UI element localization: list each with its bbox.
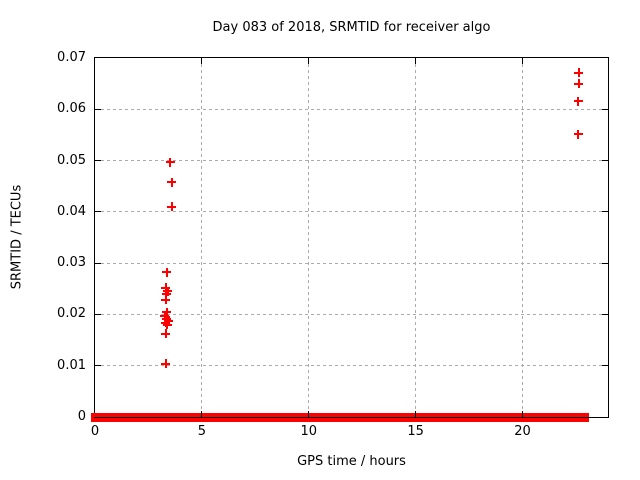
x-gridline	[308, 58, 310, 417]
y-tick-right	[602, 160, 608, 162]
y-tick-label: 0.02	[57, 306, 86, 322]
y-axis-label: SRMTID / TECUs	[9, 184, 25, 290]
data-point-marker	[161, 359, 171, 369]
x-tick-label: 0	[90, 424, 100, 439]
data-point-marker	[574, 68, 584, 78]
x-tick-label: 15	[407, 424, 424, 439]
data-point-marker	[574, 79, 584, 89]
y-tick-right	[602, 262, 608, 264]
x-axis-label: GPS time / hours	[297, 454, 406, 469]
y-tick-label: 0.06	[57, 101, 86, 117]
y-tick-right	[602, 365, 608, 367]
data-point-marker	[161, 283, 171, 293]
data-point-marker	[161, 329, 171, 339]
chart-title: Day 083 of 2018, SRMTID for receiver alg…	[212, 20, 491, 35]
y-gridline	[95, 313, 608, 315]
y-tick-left	[95, 108, 101, 110]
data-point-marker	[161, 289, 171, 299]
y-tick-left	[95, 211, 101, 213]
data-point-marker	[161, 295, 171, 305]
y-gridline	[95, 108, 608, 110]
data-point-marker	[162, 267, 172, 277]
y-tick-left	[95, 160, 101, 162]
y-gridline	[95, 211, 608, 213]
y-tick-label: 0.01	[57, 357, 86, 373]
y-tick-right	[602, 211, 608, 213]
y-tick-label: 0.05	[57, 152, 86, 168]
tick-mark-layer	[95, 58, 608, 417]
data-point-marker	[573, 129, 583, 139]
y-tick-left	[95, 262, 101, 264]
data-point-marker	[573, 96, 583, 106]
x-tick-top	[201, 58, 203, 64]
x-tick-label: 10	[300, 424, 318, 439]
x-tick-top	[308, 58, 310, 64]
x-tick-bottom	[415, 411, 417, 417]
y-tick-label: 0.03	[57, 255, 86, 271]
y-tick-left	[95, 365, 101, 367]
x-tick-top	[415, 58, 417, 64]
x-tick-label: 20	[514, 424, 531, 439]
plot-area	[90, 57, 609, 422]
data-point-marker	[162, 320, 172, 330]
data-point-marker	[160, 311, 170, 321]
data-point-marker	[163, 286, 173, 296]
x-gridline	[201, 58, 203, 417]
y-tick-label: 0	[77, 409, 86, 424]
grid-layer	[95, 58, 608, 417]
y-gridline	[95, 365, 608, 367]
y-tick-label: 0.04	[57, 203, 86, 219]
x-tick-top	[522, 58, 523, 64]
data-point-marker	[162, 314, 172, 324]
data-point-marker	[161, 318, 171, 328]
y-gridline	[95, 262, 608, 264]
y-tick-right	[602, 313, 608, 315]
data-point-marker	[165, 157, 175, 167]
data-point-marker	[167, 177, 177, 187]
data-point-marker	[162, 307, 172, 317]
x-tick-label: 5	[197, 424, 207, 439]
y-gridline	[95, 160, 608, 162]
x-tick-bottom	[308, 411, 310, 417]
y-tick-label: 0.07	[57, 50, 86, 65]
x-tick-bottom	[522, 411, 523, 417]
data-point-marker	[164, 316, 174, 326]
x-gridline	[415, 58, 417, 417]
data-point-marker	[167, 202, 177, 212]
x-tick-bottom	[201, 411, 203, 417]
x-axis-line	[94, 417, 609, 418]
y-tick-right	[602, 108, 608, 110]
x-gridline	[522, 58, 523, 417]
y-tick-left	[95, 313, 101, 315]
